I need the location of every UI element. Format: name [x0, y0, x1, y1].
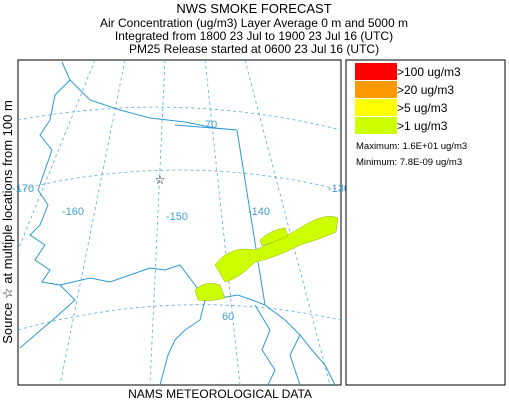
subtitle: Integrated from 1800 23 Jul to 1900 23 J…	[115, 29, 393, 43]
map: ☆ -170 -160 -150 -140 -130 70 60	[12, 59, 350, 386]
smoke-plume	[194, 283, 226, 301]
graticule	[18, 169, 341, 191]
legend-label: >5 ug/m3	[397, 101, 448, 115]
smoke-plume	[259, 227, 289, 247]
map-label: -140	[248, 206, 270, 218]
source-star: ☆	[155, 173, 166, 187]
legend-label: >1 ug/m3	[397, 119, 448, 133]
graticule	[18, 60, 96, 251]
map-label: -170	[12, 183, 34, 195]
legend-swatch	[355, 81, 397, 98]
coastline	[254, 304, 276, 385]
legend-label: >20 ug/m3	[397, 83, 454, 97]
graticule	[18, 304, 341, 331]
graticule	[18, 106, 341, 131]
graticule	[244, 60, 331, 385]
legend-swatch	[355, 63, 397, 80]
graticule	[149, 60, 166, 385]
graticule	[204, 60, 241, 385]
title: NWS SMOKE FORECAST	[176, 1, 331, 16]
map-label: 60	[222, 311, 234, 323]
legend-maximum: Maximum: 1.6E+01 ug/m3	[356, 141, 467, 152]
legend-label: >100 ug/m3	[397, 65, 461, 79]
legend-swatch	[355, 99, 397, 116]
subtitle: Air Concentration (ug/m3) Layer Average …	[100, 16, 408, 30]
map-label: -130	[328, 183, 350, 195]
source-note: Source ☆ at multiple locations from 100 …	[0, 100, 15, 344]
subtitle: PM25 Release started at 0600 23 Jul 16 (…	[129, 42, 379, 56]
map-label: -150	[166, 211, 188, 223]
map-label: -160	[62, 206, 84, 218]
legend-minimum: Minimum: 7.8E-09 ug/m3	[356, 157, 462, 168]
legend-swatch	[355, 117, 397, 134]
graticule	[59, 60, 126, 385]
map-frame	[17, 59, 342, 386]
smoke-plume	[214, 216, 339, 283]
legend: >100 ug/m3 >20 ug/m3 >5 ug/m3 >1 ug/m3 Maxim…	[345, 59, 506, 386]
map-label: 70	[205, 119, 217, 131]
footer: NAMS METEOROLOGICAL DATA	[128, 387, 312, 401]
